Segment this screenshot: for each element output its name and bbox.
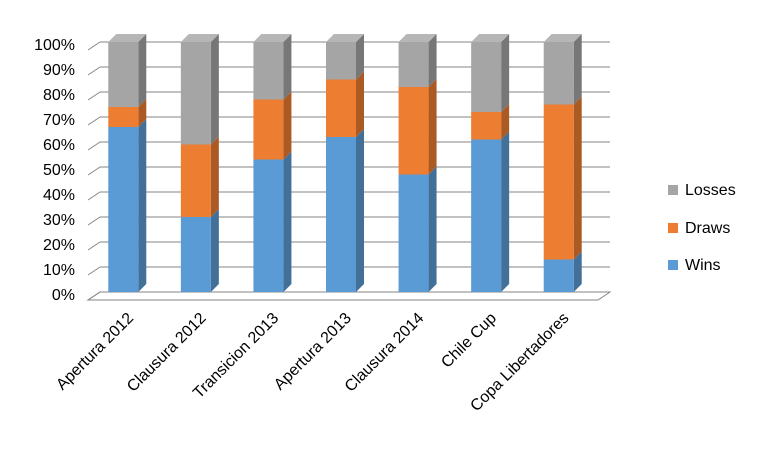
bar-side bbox=[356, 71, 364, 137]
bar-top bbox=[253, 34, 292, 42]
x-tick-label: Apertura 2012 bbox=[53, 310, 137, 394]
bar bbox=[108, 42, 139, 107]
bar-side bbox=[428, 34, 437, 87]
bar bbox=[108, 107, 139, 127]
bar-top bbox=[326, 34, 364, 42]
grid-edge bbox=[87, 241, 101, 251]
bar bbox=[180, 42, 211, 145]
bar-side bbox=[210, 34, 219, 145]
bar bbox=[398, 42, 429, 87]
bar-side bbox=[138, 34, 147, 107]
bar bbox=[398, 174, 429, 292]
x-tick-label: Clausura 2014 bbox=[342, 310, 428, 396]
bar-top bbox=[471, 34, 510, 42]
bar-side bbox=[210, 209, 219, 292]
legend-swatch bbox=[668, 260, 678, 270]
legend-swatch bbox=[668, 185, 678, 195]
bar bbox=[398, 87, 429, 175]
bar-side bbox=[138, 119, 147, 292]
legend-label: Wins bbox=[685, 257, 721, 274]
grid-edge bbox=[87, 291, 101, 301]
bar-side bbox=[428, 166, 437, 292]
bar bbox=[253, 42, 284, 100]
y-tick-label: 90% bbox=[43, 62, 75, 79]
bar-side bbox=[501, 131, 510, 292]
grid-edge bbox=[87, 141, 101, 151]
legend-swatch bbox=[668, 223, 678, 233]
bar-side bbox=[283, 91, 292, 160]
bar bbox=[326, 42, 356, 80]
bar-side bbox=[573, 251, 582, 292]
y-tick-label: 80% bbox=[43, 87, 75, 104]
grid-edge bbox=[87, 91, 101, 101]
bar bbox=[180, 144, 211, 217]
y-tick-label: 30% bbox=[43, 212, 75, 229]
y-tick-label: 0% bbox=[52, 287, 75, 304]
y-tick-label: 50% bbox=[43, 162, 75, 179]
bar bbox=[253, 99, 284, 160]
grid-edge bbox=[87, 191, 101, 201]
y-tick-label: 70% bbox=[43, 112, 75, 129]
bar-top bbox=[398, 34, 437, 42]
bar bbox=[471, 139, 502, 292]
bar bbox=[543, 259, 574, 292]
y-tick-label: 40% bbox=[43, 187, 75, 204]
bar bbox=[543, 42, 574, 105]
grid-edge bbox=[87, 166, 101, 176]
bar-side bbox=[283, 34, 292, 100]
bar-side bbox=[501, 34, 510, 112]
bar-side bbox=[283, 151, 292, 292]
bar-side bbox=[210, 136, 219, 217]
bar-side bbox=[138, 99, 147, 127]
grid-edge bbox=[87, 41, 101, 51]
bar bbox=[471, 112, 502, 140]
bar bbox=[471, 42, 502, 112]
y-tick-label: 100% bbox=[34, 37, 75, 54]
legend-label: Losses bbox=[685, 182, 736, 199]
bar-side bbox=[573, 96, 582, 260]
bar bbox=[326, 79, 356, 137]
bar-side bbox=[356, 34, 364, 80]
legend-label: Draws bbox=[685, 220, 730, 237]
grid-edge bbox=[87, 66, 101, 76]
y-tick-label: 20% bbox=[43, 237, 75, 254]
grid-edge bbox=[87, 216, 101, 226]
bar bbox=[326, 137, 356, 292]
grid-edge bbox=[87, 116, 101, 126]
x-tick-label: Chile Cup bbox=[438, 310, 500, 372]
grid-edge bbox=[87, 266, 101, 276]
bar bbox=[253, 159, 284, 292]
bar bbox=[543, 104, 574, 260]
bar bbox=[180, 217, 211, 292]
x-tick-label: Apertura 2013 bbox=[271, 310, 355, 394]
y-tick-label: 10% bbox=[43, 262, 75, 279]
bar-side bbox=[428, 79, 437, 175]
bar-top bbox=[108, 34, 147, 42]
bar-side bbox=[501, 104, 510, 140]
bar-top bbox=[180, 34, 219, 42]
bar bbox=[108, 127, 139, 292]
bar-side bbox=[573, 34, 582, 105]
floor bbox=[86, 291, 612, 301]
bar-top bbox=[543, 34, 582, 42]
y-tick-label: 60% bbox=[43, 137, 75, 154]
bar-side bbox=[356, 129, 364, 292]
